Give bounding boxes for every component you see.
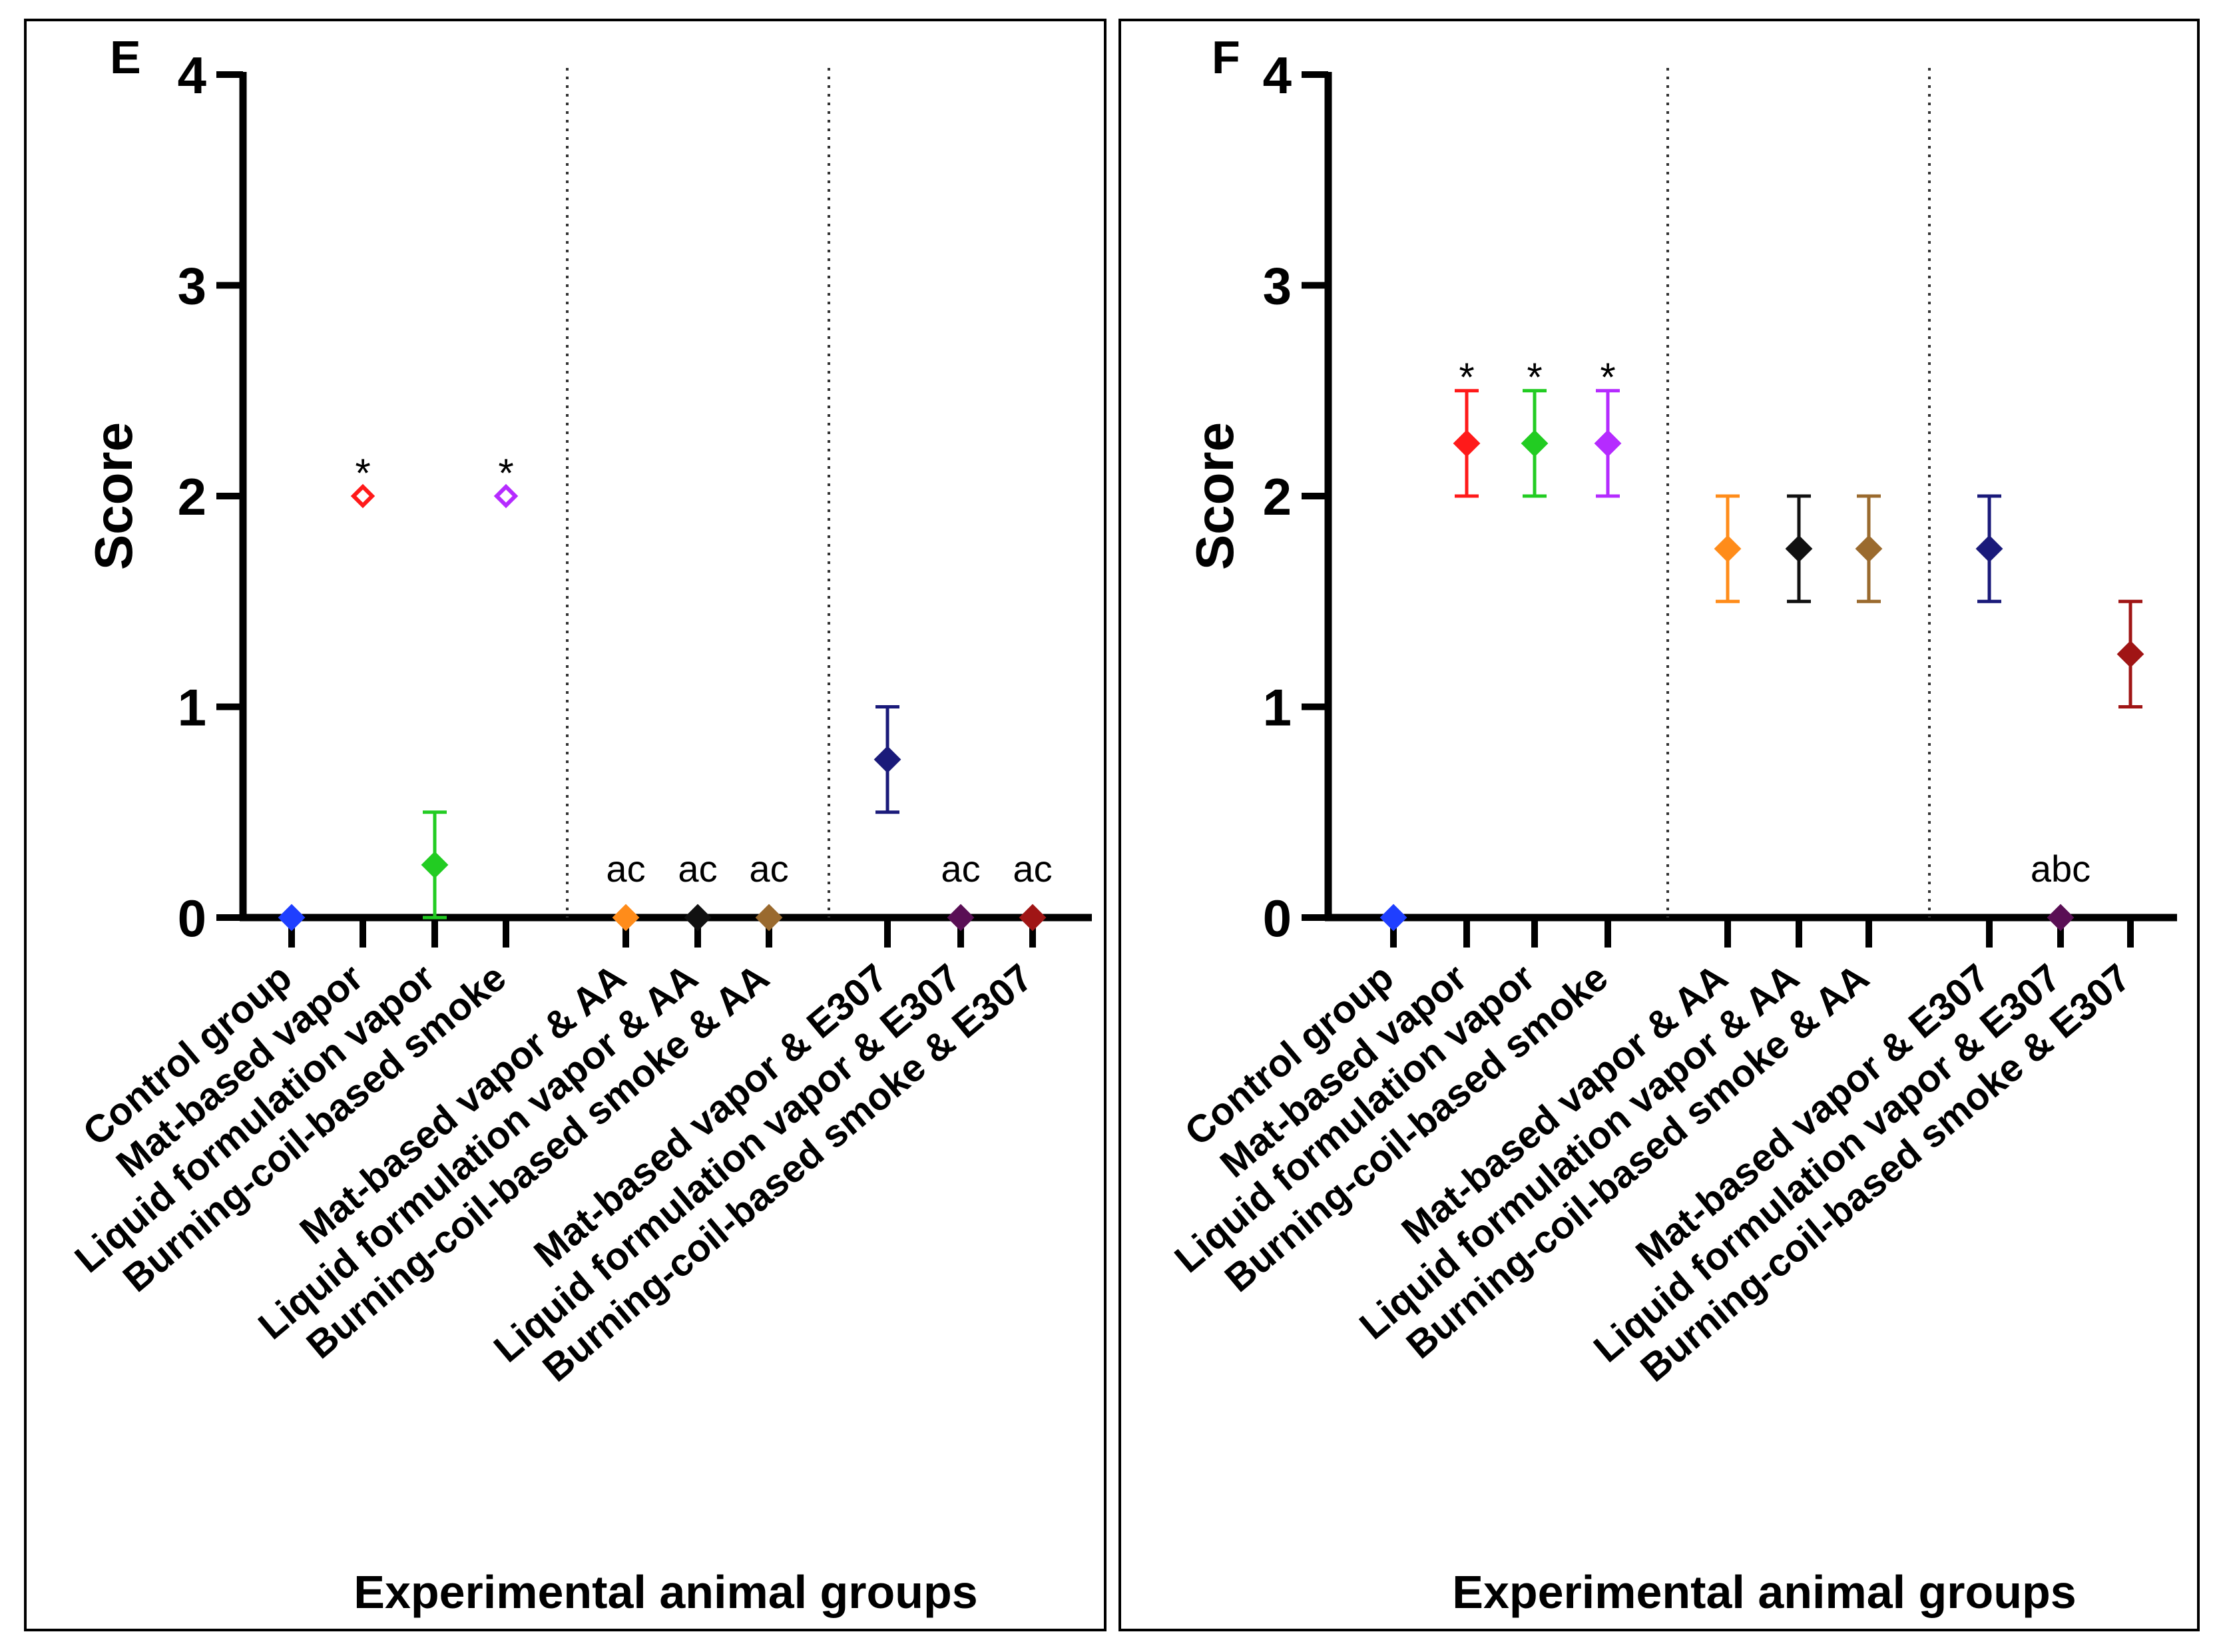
y-tick-label: 1 bbox=[1263, 679, 1292, 737]
data-point bbox=[1453, 429, 1481, 457]
x-axis-label: Experimental animal groups bbox=[354, 1566, 977, 1618]
data-point bbox=[684, 904, 712, 932]
significance-label: ac bbox=[749, 848, 788, 890]
significance-label: ac bbox=[606, 848, 645, 890]
data-point bbox=[1379, 904, 1407, 932]
y-axis-label: Score bbox=[84, 422, 143, 570]
data-point bbox=[612, 904, 640, 932]
panel-letter: F bbox=[1212, 31, 1240, 83]
data-point bbox=[2047, 904, 2075, 932]
data-point bbox=[1521, 429, 1549, 457]
y-tick-label: 0 bbox=[1263, 889, 1292, 948]
data-point bbox=[278, 904, 306, 932]
data-point bbox=[1785, 535, 1813, 563]
y-tick-label: 3 bbox=[178, 257, 206, 316]
significance-label: abc bbox=[2031, 848, 2091, 890]
y-tick-labels: 0 1 2 3 4 bbox=[178, 46, 206, 948]
panel-frame bbox=[1118, 19, 2200, 1631]
data-point bbox=[1019, 904, 1047, 932]
significance-label: * bbox=[355, 451, 370, 495]
y-tick-label: 3 bbox=[1263, 257, 1292, 316]
data-point bbox=[947, 904, 975, 932]
panel-frame bbox=[24, 19, 1107, 1631]
y-tick-label: 0 bbox=[178, 889, 206, 948]
data-point bbox=[2116, 640, 2144, 668]
data-point bbox=[755, 904, 783, 932]
data-point bbox=[1855, 535, 1883, 563]
x-axis-label: Experimental animal groups bbox=[1452, 1566, 2076, 1618]
data-point bbox=[1714, 535, 1742, 563]
significance-label: ac bbox=[678, 848, 717, 890]
data-point bbox=[1975, 535, 2003, 563]
y-axis-label: Score bbox=[1185, 422, 1244, 570]
significance-label: * bbox=[1459, 355, 1474, 400]
significance-label: ac bbox=[941, 848, 980, 890]
y-tick-label: 4 bbox=[1263, 46, 1292, 105]
significance-label: * bbox=[1600, 355, 1615, 400]
data-point bbox=[1594, 429, 1622, 457]
significance-label: * bbox=[498, 451, 513, 495]
y-tick-label: 4 bbox=[178, 46, 206, 105]
y-tick-label: 2 bbox=[178, 467, 206, 526]
data-point bbox=[493, 483, 519, 509]
significance-label: ac bbox=[1013, 848, 1052, 890]
significance-label: * bbox=[1527, 355, 1542, 400]
y-tick-labels: 0 1 2 3 4 bbox=[1263, 46, 1292, 948]
data-point bbox=[421, 851, 449, 879]
y-tick-label: 1 bbox=[178, 679, 206, 737]
data-point bbox=[350, 483, 375, 509]
panel-letter: E bbox=[110, 31, 141, 83]
y-tick-label: 2 bbox=[1263, 467, 1292, 526]
data-point bbox=[873, 746, 901, 774]
